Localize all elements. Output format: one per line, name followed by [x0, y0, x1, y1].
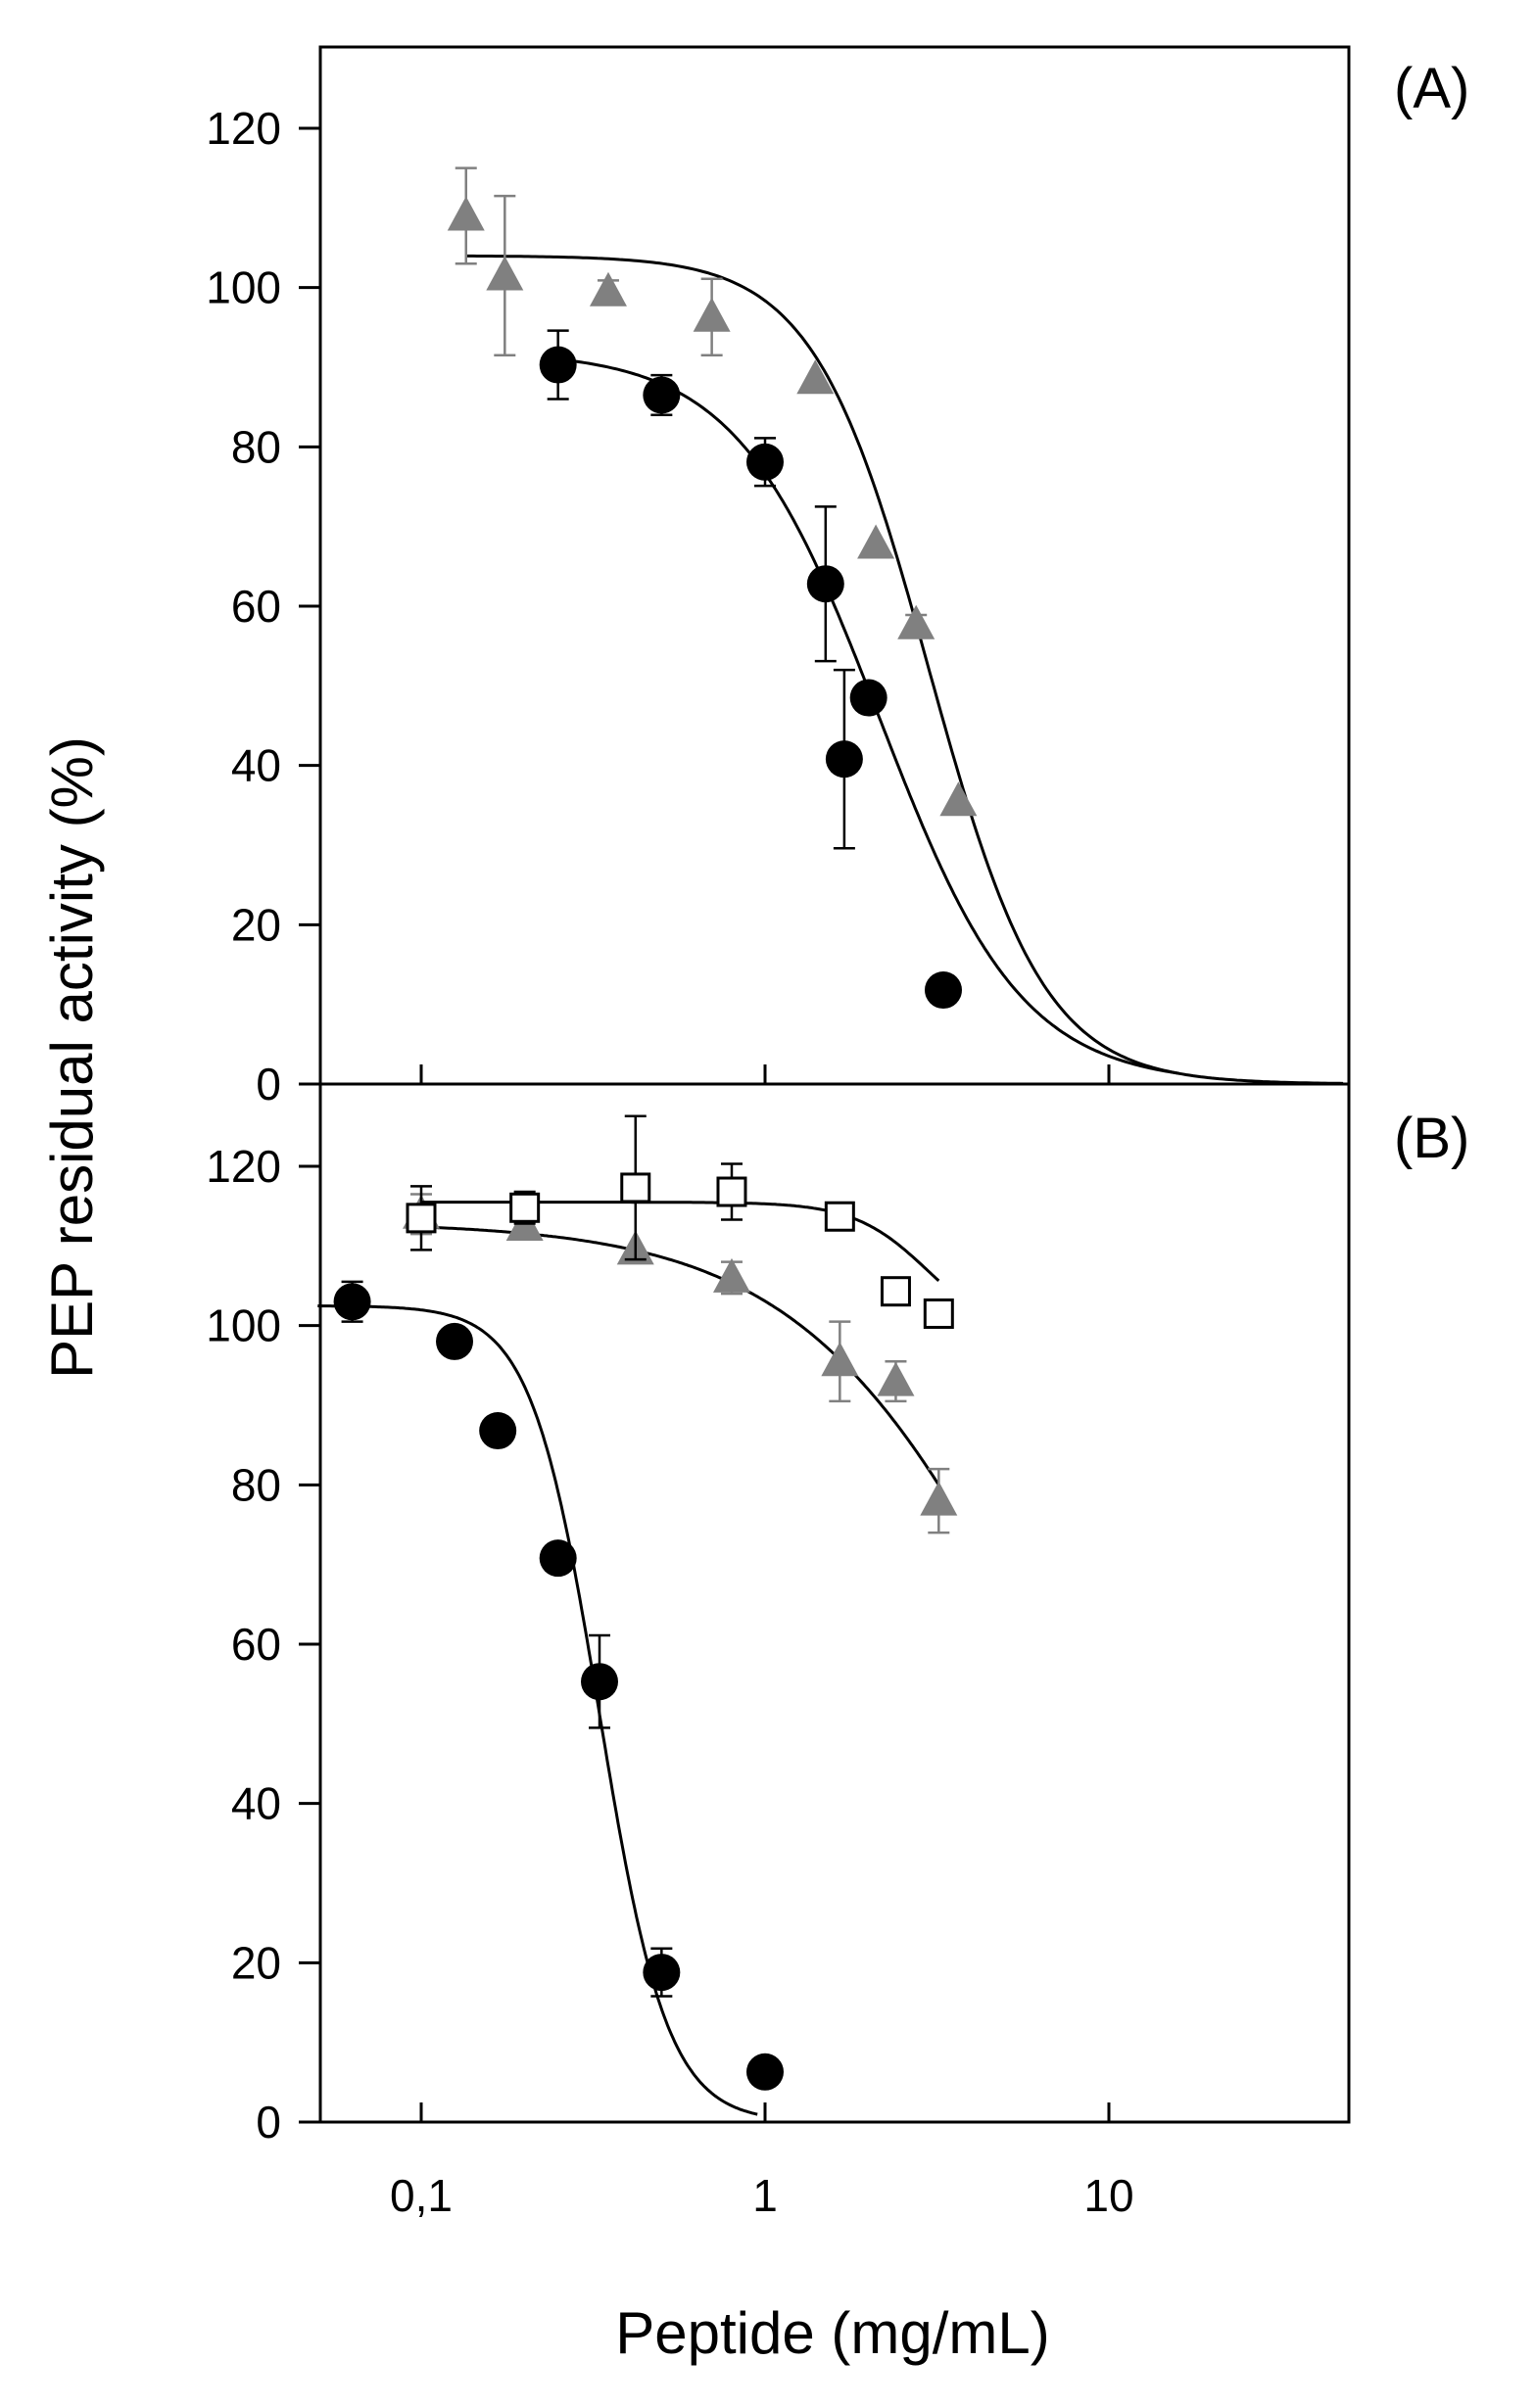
panel-a-plot-frame: [318, 45, 1351, 1086]
panel-a-triangles-point: [796, 359, 835, 395]
panel-a-y-tick-label: 0: [256, 1059, 281, 1110]
panel-b-triangles-point: [877, 1361, 915, 1396]
y-axis-title: PEP residual activity (%): [39, 736, 105, 1379]
panel-b-y-tick-label: 20: [231, 1937, 281, 1988]
panel-b-y-tick-label: 80: [231, 1459, 281, 1510]
panel-a-circles-point: [806, 565, 844, 603]
panel-b-open-squares-fit-line: [421, 1201, 940, 1283]
panel-a-y-tick-label: 120: [206, 103, 281, 154]
panel-b-y-tick-label: 60: [231, 1619, 281, 1670]
x-tick-label: 1: [752, 2170, 778, 2221]
panel-b-triangles-point: [821, 1342, 859, 1377]
panel-a-triangles-point: [897, 604, 935, 639]
panel-b-triangles-point: [920, 1481, 958, 1516]
panel-a-triangles-point: [486, 256, 524, 291]
panel-a-circles-point: [825, 740, 863, 779]
panel-a-triangles-point: [857, 524, 895, 559]
panel-a-y-tick-label: 80: [231, 421, 281, 472]
panel-b-y-tick-label: 100: [206, 1300, 281, 1351]
panel-b-open-squares-point: [406, 1203, 437, 1234]
panel-a-circles-point: [643, 376, 681, 414]
plot-layer: 0 20 40 60 80 100 120 0 20 40 60 80 100 120 0,1 1 10: [206, 45, 1351, 2221]
panel-b-y-tick-label: 0: [256, 2097, 281, 2148]
panel-a-triangles-point: [693, 297, 731, 332]
panel-a-y-tick-label: 20: [231, 899, 281, 950]
panel-b-plot-frame: [318, 1082, 1351, 2124]
panel-b-circles-point: [539, 1539, 577, 1578]
x-tick-label: 10: [1083, 2170, 1133, 2221]
panel-a-y-tick-label: 40: [231, 740, 281, 791]
panel-a-y-tick-label: 60: [231, 581, 281, 632]
panel-b-triangles-point: [712, 1257, 750, 1293]
panel-a-circles-point: [746, 443, 784, 481]
panel-b-open-squares-point: [620, 1172, 651, 1204]
panel-a-circles-point: [924, 971, 962, 1010]
panel-b-circles-point: [333, 1283, 371, 1321]
panel-b-y-tick-label: 120: [206, 1141, 281, 1192]
x-tick-label: 0,1: [390, 2170, 453, 2221]
panel-b-circles-point: [479, 1412, 517, 1450]
panel-b-y-tick-label: 40: [231, 1778, 281, 1829]
x-axis-title: Peptide (mg/mL): [615, 2300, 1050, 2366]
panel-b-open-squares-point: [509, 1192, 541, 1223]
panel-b-open-squares-point: [716, 1176, 747, 1207]
panel-b-circles-point: [580, 1663, 618, 1701]
panel-a-triangles-point: [939, 781, 978, 817]
panel-b-label: (B): [1394, 1107, 1469, 1170]
panel-b-open-squares-point: [880, 1276, 911, 1307]
panel-a-label: (A): [1394, 57, 1469, 120]
panel-b-circles-point: [643, 1954, 681, 1992]
panel-b-circles-point: [436, 1322, 474, 1360]
panel-a-triangles-fit-line: [465, 254, 1344, 1085]
panel-a-y-tick-label: 100: [206, 262, 281, 313]
panel-a-circles-point: [849, 679, 887, 717]
panel-a-circles-point: [539, 346, 577, 384]
panel-a-triangles-point: [589, 271, 627, 307]
panel-b-circles-fit-line: [317, 1304, 758, 2116]
panel-b-open-squares-point: [923, 1298, 954, 1329]
panel-b-circles-point: [746, 2053, 784, 2091]
panel-b-open-squares-point: [824, 1201, 855, 1232]
panel-a-triangles-point: [447, 196, 485, 231]
